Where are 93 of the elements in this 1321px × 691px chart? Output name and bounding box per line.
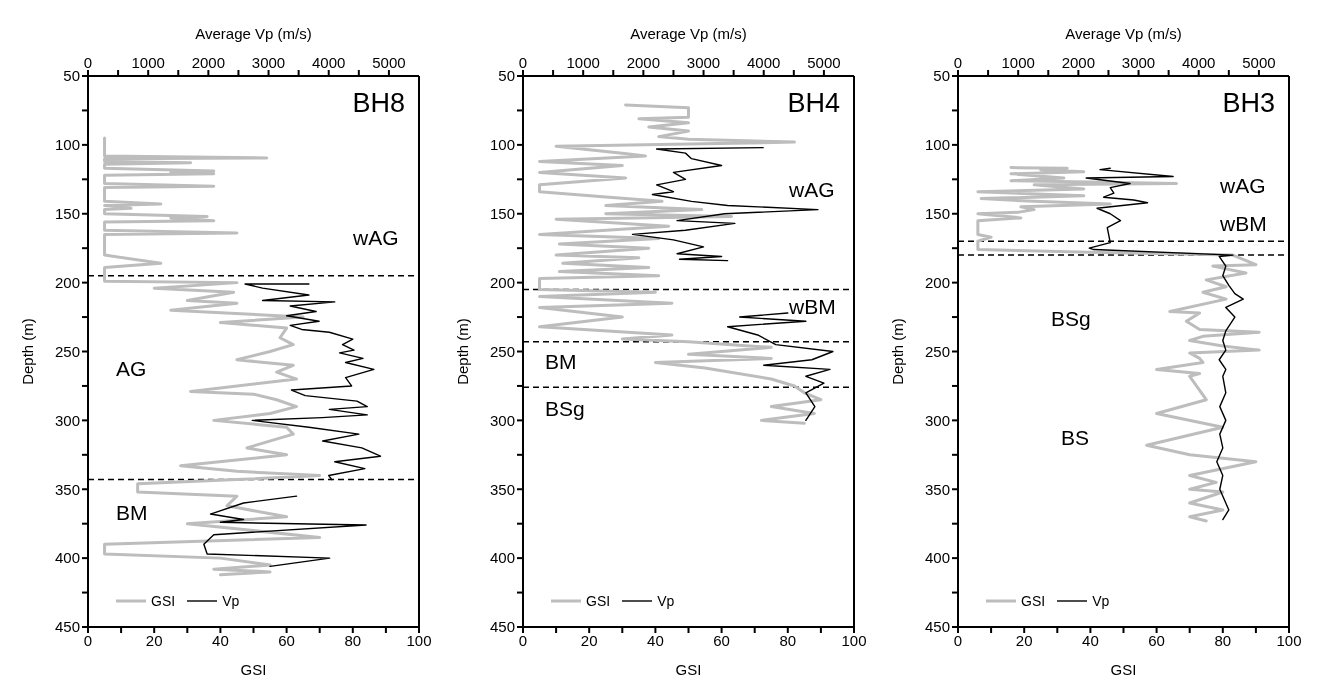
legend-label: GSI xyxy=(1021,593,1046,609)
x-tick-label: 80 xyxy=(344,631,362,649)
y-tick-label: 200 xyxy=(489,273,515,291)
x-axis-title: GSI xyxy=(240,661,267,678)
x2-tick-label: 1000 xyxy=(566,54,600,71)
annotation: BSg xyxy=(545,397,585,421)
x2-tick-label: 5000 xyxy=(807,54,841,71)
legend-label: Vp xyxy=(657,593,675,609)
x2-tick-label: 5000 xyxy=(372,54,406,71)
x-tick-label: 100 xyxy=(841,631,867,649)
x2-tick-label: 0 xyxy=(953,54,963,71)
x2-tick-label: 3000 xyxy=(1121,54,1156,71)
y-axis-title: Depth (m) xyxy=(19,318,37,385)
annotation: BM xyxy=(545,350,577,374)
annotation: AG xyxy=(116,357,147,381)
y-tick-label: 350 xyxy=(924,480,950,498)
annotation: wAG xyxy=(1220,174,1266,198)
annotation: BS xyxy=(1061,426,1090,450)
y-tick-label: 50 xyxy=(63,67,80,85)
annotation: wAG xyxy=(353,226,399,250)
y-tick-label: 150 xyxy=(924,205,950,223)
y-tick-label: 100 xyxy=(54,136,80,154)
y-tick-label: 200 xyxy=(924,273,950,291)
annotation: wBM xyxy=(1220,212,1267,236)
annotation: BSg xyxy=(1051,307,1091,331)
x2-axis-title: Average Vp (m/s) xyxy=(1065,24,1182,42)
y-tick-label: 400 xyxy=(54,549,80,567)
y-tick-label: 300 xyxy=(924,411,950,429)
x-tick-label: 100 xyxy=(406,631,432,649)
x2-tick-label: 2000 xyxy=(191,54,226,71)
x-tick-label: 0 xyxy=(953,631,963,649)
x-tick-label: 100 xyxy=(1276,631,1302,649)
x-tick-label: 80 xyxy=(1214,631,1232,649)
x2-tick-label: 5000 xyxy=(1242,54,1276,71)
x-tick-label: 20 xyxy=(580,631,598,649)
x-tick-label: 60 xyxy=(278,631,295,649)
legend-label: GSI xyxy=(151,593,176,609)
x-axis-title: GSI xyxy=(675,661,702,678)
x2-tick-label: 4000 xyxy=(747,54,781,71)
x2-axis-title: Average Vp (m/s) xyxy=(630,24,747,42)
annotation: wAG xyxy=(789,178,835,202)
x-tick-label: 80 xyxy=(779,631,797,649)
annotation: BM xyxy=(116,501,148,525)
y-tick-label: 450 xyxy=(54,618,80,636)
x2-tick-label: 2000 xyxy=(1061,54,1096,71)
x-tick-label: 20 xyxy=(1015,631,1033,649)
y-tick-label: 50 xyxy=(498,67,515,85)
x-tick-label: 20 xyxy=(145,631,163,649)
x2-tick-label: 2000 xyxy=(626,54,661,71)
y-tick-label: 400 xyxy=(924,549,950,567)
x-tick-label: 40 xyxy=(647,631,664,649)
y-tick-label: 200 xyxy=(54,273,80,291)
chart-title: BH8 xyxy=(352,88,405,119)
y-tick-label: 250 xyxy=(54,342,80,360)
annotation: wBM xyxy=(789,295,836,319)
x2-tick-label: 4000 xyxy=(312,54,346,71)
y-tick-label: 150 xyxy=(54,205,80,223)
y-tick-label: 250 xyxy=(489,342,515,360)
x-tick-label: 40 xyxy=(1082,631,1099,649)
x-tick-label: 60 xyxy=(713,631,730,649)
legend-label: Vp xyxy=(1092,593,1110,609)
x2-tick-label: 3000 xyxy=(686,54,721,71)
x2-axis-title: Average Vp (m/s) xyxy=(195,24,312,42)
x2-tick-label: 4000 xyxy=(1182,54,1216,71)
x2-tick-label: 3000 xyxy=(251,54,286,71)
y-tick-label: 50 xyxy=(933,67,950,85)
y-axis-title: Depth (m) xyxy=(889,318,907,385)
y-tick-label: 100 xyxy=(924,136,950,154)
y-tick-label: 250 xyxy=(924,342,950,360)
y-tick-label: 450 xyxy=(489,618,515,636)
x2-tick-label: 0 xyxy=(83,54,93,71)
y-tick-label: 300 xyxy=(489,411,515,429)
y-tick-label: 450 xyxy=(924,618,950,636)
y-tick-label: 150 xyxy=(489,205,515,223)
chart-title: BH4 xyxy=(787,88,840,119)
x-axis-title: GSI xyxy=(1110,661,1137,678)
chart-title: BH3 xyxy=(1222,88,1275,119)
y-tick-label: 300 xyxy=(54,411,80,429)
x2-tick-label: 1000 xyxy=(1001,54,1035,71)
y-axis-title: Depth (m) xyxy=(454,318,472,385)
y-tick-label: 350 xyxy=(489,480,515,498)
y-tick-label: 350 xyxy=(54,480,80,498)
x2-tick-label: 0 xyxy=(518,54,528,71)
line-series xyxy=(103,136,322,577)
legend-label: GSI xyxy=(586,593,611,609)
x-tick-label: 0 xyxy=(83,631,93,649)
x-tick-label: 60 xyxy=(1148,631,1165,649)
y-tick-label: 100 xyxy=(489,136,515,154)
legend-label: Vp xyxy=(222,593,240,609)
x2-tick-label: 1000 xyxy=(131,54,165,71)
x-tick-label: 40 xyxy=(212,631,229,649)
y-tick-label: 400 xyxy=(489,549,515,567)
x-tick-label: 0 xyxy=(518,631,528,649)
